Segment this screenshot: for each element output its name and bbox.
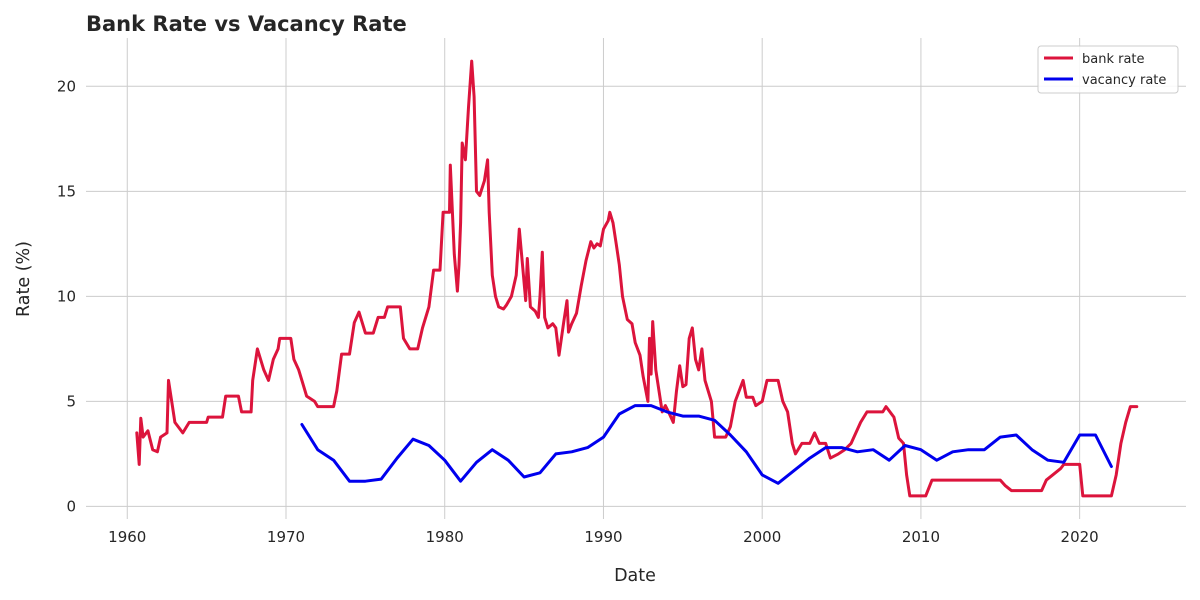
y-tick-label: 0	[66, 497, 76, 515]
y-axis-label: Rate (%)	[14, 241, 34, 317]
series-line-vacancy-rate	[300, 404, 1113, 485]
y-tick-label: 15	[57, 182, 76, 200]
y-tick-label: 5	[66, 392, 76, 410]
x-tick-label: 2000	[743, 528, 781, 546]
y-tick-label: 20	[57, 77, 76, 95]
y-tick-label: 10	[57, 287, 76, 305]
x-axis-ticks: 1960 1970 1980 1990 2000 2010 2020	[108, 528, 1099, 546]
x-tick-label: 2020	[1061, 528, 1099, 546]
x-tick-label: 1960	[108, 528, 146, 546]
legend: bank rate vacancy rate	[1037, 45, 1179, 94]
x-tick-label: 1970	[267, 528, 305, 546]
x-tick-label: 1990	[584, 528, 622, 546]
grid-lines	[86, 38, 1186, 519]
x-tick-label: 2010	[902, 528, 940, 546]
series-line-bank-rate	[135, 59, 1139, 498]
series-lines	[135, 59, 1139, 498]
legend-label-bank-rate: bank rate	[1082, 52, 1145, 67]
x-axis-label: Date	[614, 566, 656, 586]
chart-title: Bank Rate vs Vacancy Rate	[86, 12, 407, 36]
y-axis-ticks: 0 5 10 15 20	[57, 77, 76, 515]
x-tick-label: 1980	[426, 528, 464, 546]
legend-label-vacancy-rate: vacancy rate	[1082, 73, 1166, 88]
